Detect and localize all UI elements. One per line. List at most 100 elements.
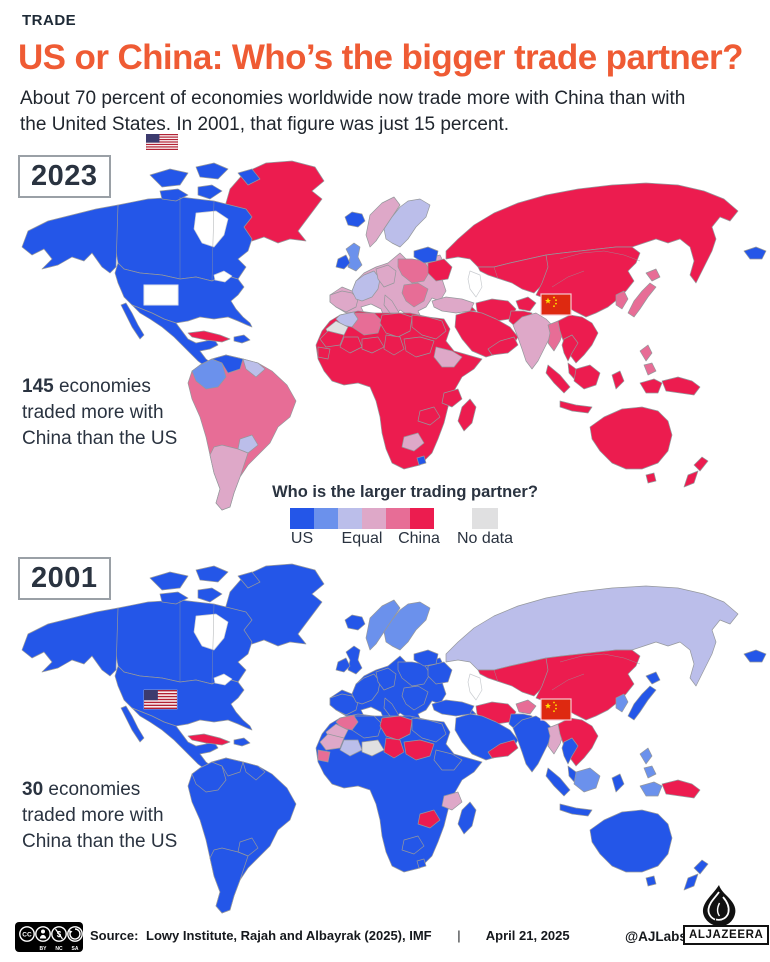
region-france bbox=[351, 673, 381, 705]
region-southern_cone bbox=[209, 444, 249, 511]
region-ireland bbox=[335, 657, 351, 673]
region-alaska bbox=[21, 607, 119, 677]
date: April 21, 2025 bbox=[485, 928, 570, 943]
svg-text:CC: CC bbox=[22, 932, 32, 939]
region-great_lakes bbox=[213, 270, 233, 283]
aljazeera-calligraphy-logo bbox=[699, 884, 739, 933]
region-india bbox=[512, 312, 555, 370]
region-mauritania bbox=[319, 330, 345, 348]
source-divider: | bbox=[457, 928, 461, 943]
region-sweden_finland bbox=[383, 198, 431, 248]
region-libya bbox=[379, 715, 413, 741]
region-java bbox=[559, 400, 593, 414]
us-flag-icon bbox=[145, 133, 179, 155]
stat-value-2023: 145 bbox=[22, 376, 54, 397]
region-alaska bbox=[21, 204, 119, 274]
region-poland_cz bbox=[397, 661, 431, 687]
region-canada bbox=[113, 599, 253, 685]
region-paraguay bbox=[237, 837, 259, 857]
region-venezuela bbox=[211, 757, 244, 777]
region-bering_alaska bbox=[743, 649, 767, 663]
region-zambia bbox=[417, 809, 441, 829]
region-germany bbox=[375, 264, 397, 288]
ajlabs-handle: @AJLabs bbox=[625, 929, 687, 944]
svg-text:BY: BY bbox=[40, 946, 48, 952]
legend-swatch-us bbox=[290, 508, 314, 529]
svg-text:NC: NC bbox=[55, 946, 63, 952]
region-uk bbox=[345, 242, 363, 272]
region-iberia bbox=[329, 693, 359, 716]
region-egypt bbox=[411, 314, 447, 340]
region-paraguay bbox=[237, 434, 259, 454]
stat-value-2001: 30 bbox=[22, 779, 44, 800]
region-southern_cone bbox=[209, 847, 249, 914]
region-guyanas bbox=[242, 358, 266, 378]
region-lesotho bbox=[416, 455, 427, 466]
region-baja bbox=[120, 302, 145, 340]
region-borneo bbox=[573, 364, 601, 390]
region-tanzania bbox=[441, 388, 463, 408]
region-madagascar bbox=[457, 801, 477, 835]
region-venezuela bbox=[211, 354, 244, 374]
region-hudson_bay bbox=[193, 210, 229, 248]
world-map-2001 bbox=[21, 563, 767, 914]
region-great_lakes bbox=[213, 673, 233, 686]
region-canada bbox=[113, 196, 253, 282]
year-badge-2023: 2023 bbox=[18, 155, 111, 198]
region-sumatra bbox=[545, 767, 571, 797]
region-philippines bbox=[639, 747, 657, 779]
region-iberia bbox=[329, 290, 359, 313]
region-mali bbox=[339, 739, 363, 757]
region-hispaniola bbox=[233, 737, 251, 747]
region-arctic_islands bbox=[149, 565, 261, 605]
region-madagascar bbox=[457, 398, 477, 432]
region-sweden_finland bbox=[383, 601, 431, 651]
region-caspian_sea bbox=[467, 673, 483, 701]
region-algeria bbox=[351, 312, 383, 336]
region-afghanistan bbox=[515, 296, 537, 312]
region-ireland bbox=[335, 254, 351, 270]
subtitle-line1: About 70 percent of economies worldwide … bbox=[20, 88, 686, 109]
region-korea bbox=[615, 290, 629, 310]
subtitle: About 70 percent of economies worldwide … bbox=[20, 86, 750, 138]
region-chad bbox=[383, 334, 405, 356]
region-libya bbox=[379, 312, 413, 338]
region-papua_west bbox=[639, 378, 663, 394]
subtitle-line2: the United States. In 2001, that figure … bbox=[20, 114, 510, 135]
region-botswana bbox=[401, 432, 425, 452]
legend-swatch-china bbox=[410, 508, 434, 529]
region-turkey bbox=[431, 296, 475, 314]
region-nz bbox=[683, 456, 709, 488]
region-ukraine bbox=[427, 661, 453, 685]
annotation-2023: 145 economies traded more with China tha… bbox=[22, 376, 178, 449]
region-borneo bbox=[573, 767, 601, 793]
region-balkans bbox=[401, 685, 429, 711]
region-france bbox=[351, 270, 381, 302]
region-baltics_belarus bbox=[413, 246, 439, 264]
region-ukraine bbox=[427, 258, 453, 282]
source-label: Source: bbox=[90, 928, 139, 943]
legend-swatch-equal_china bbox=[362, 508, 386, 529]
china-flag-icon bbox=[540, 698, 572, 721]
region-india bbox=[512, 715, 555, 773]
region-baja bbox=[120, 705, 145, 743]
svg-text:SA: SA bbox=[72, 946, 79, 952]
region-tasmania bbox=[645, 875, 657, 887]
region-algeria bbox=[351, 715, 383, 739]
region-niger bbox=[361, 336, 385, 354]
region-ethiopia bbox=[433, 749, 463, 771]
region-senegal_guinea bbox=[317, 749, 331, 763]
region-tasmania bbox=[645, 472, 657, 484]
region-australia bbox=[589, 809, 673, 873]
china-flag-icon bbox=[540, 293, 572, 316]
region-turkey bbox=[431, 699, 475, 717]
us-flag-icon bbox=[143, 689, 178, 710]
us-flag-icon bbox=[145, 133, 179, 151]
annotation-2001: 30 economies traded more with China than… bbox=[22, 779, 178, 852]
region-poland_cz bbox=[397, 258, 431, 284]
legend-label-china: China bbox=[398, 530, 440, 547]
region-japan bbox=[627, 268, 661, 318]
region-yemen_oman bbox=[487, 336, 519, 356]
